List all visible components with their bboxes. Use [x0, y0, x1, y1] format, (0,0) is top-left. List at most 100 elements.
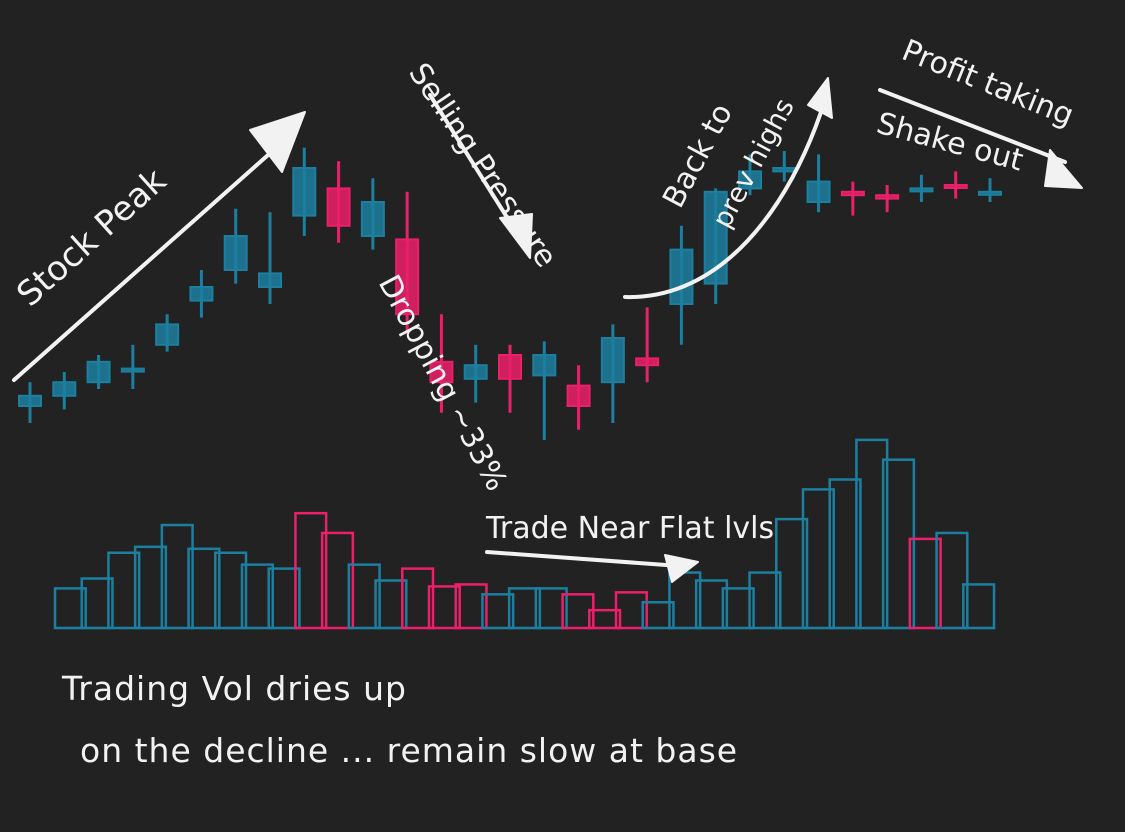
candle-body — [155, 323, 180, 346]
candle-body — [189, 286, 214, 302]
volume-bar — [240, 563, 274, 630]
candle-body — [120, 367, 145, 373]
candle-body — [840, 190, 865, 197]
volume-bar — [775, 517, 809, 630]
candle — [155, 314, 180, 352]
volume-bar — [427, 585, 461, 630]
candle — [978, 178, 1002, 202]
volume-bar — [588, 608, 622, 630]
candle — [52, 372, 77, 410]
candle — [18, 382, 42, 423]
candle — [498, 344, 522, 413]
candlestick-chart — [18, 147, 1002, 440]
volume-bar — [80, 577, 114, 630]
volume-bar — [507, 587, 542, 630]
candle — [258, 212, 282, 304]
arrow-trade-flat-head — [664, 554, 699, 583]
candle-body — [738, 170, 762, 190]
candle — [566, 365, 591, 430]
arrow-profit-taking-head — [1044, 149, 1083, 189]
candle-body — [875, 194, 900, 200]
volume-bar — [828, 478, 862, 630]
candle — [840, 181, 865, 216]
volume-bar — [133, 545, 168, 630]
candle-body — [395, 238, 420, 316]
candle — [600, 324, 625, 423]
candle-body — [772, 167, 797, 173]
candle-body — [52, 381, 77, 397]
volume-bar — [694, 579, 729, 630]
candle — [635, 307, 660, 383]
candle — [429, 314, 454, 413]
volume-bar — [962, 583, 996, 630]
candle-body — [943, 184, 968, 189]
candle-body — [978, 190, 1002, 196]
arrow-selling-pressure-head — [499, 213, 533, 259]
volume-bar — [721, 587, 755, 630]
candle — [86, 355, 111, 389]
arrow-stock-peak — [12, 111, 306, 382]
volume-bar — [801, 488, 835, 630]
volume-bar — [160, 523, 194, 630]
candle — [360, 178, 385, 250]
arrow-profit-taking — [878, 88, 1083, 189]
candle — [875, 185, 900, 213]
volume-bar — [748, 571, 782, 630]
candle-body — [703, 190, 728, 285]
arrow-back-to-highs-line — [623, 98, 827, 300]
volume-bar — [534, 587, 568, 630]
volume-bar — [294, 511, 328, 630]
arrow-trade-flat-line — [485, 550, 682, 568]
volume-bar — [908, 537, 942, 630]
candle-body — [86, 360, 111, 384]
volume-bar — [320, 531, 355, 630]
candle — [326, 161, 351, 243]
volume-bar — [641, 601, 675, 630]
caption-line-1: Trading Vol dries up — [61, 669, 407, 708]
candle-body — [600, 337, 625, 384]
candle — [463, 344, 488, 403]
volume-bar — [454, 583, 488, 630]
arrow-stock-peak-head — [249, 111, 306, 173]
candle — [703, 188, 728, 304]
arrow-selling-pressure-line — [428, 93, 522, 240]
volume-bar — [401, 567, 435, 630]
volume-bar — [881, 458, 916, 630]
candle-body — [806, 180, 831, 204]
arrow-stock-peak-line — [12, 138, 287, 382]
candle-body — [498, 354, 522, 380]
candle-body — [909, 187, 934, 193]
candle-body — [532, 354, 557, 377]
volume-bar — [855, 438, 889, 630]
candle — [806, 154, 831, 213]
volume-bar — [374, 579, 408, 630]
volume-bar — [107, 551, 141, 630]
candle — [120, 344, 145, 389]
arrow-trade-flat — [485, 550, 699, 583]
candle — [943, 171, 968, 199]
arrow-profit-taking-line — [878, 88, 1067, 164]
volume-bar — [214, 551, 248, 630]
candle-body — [360, 201, 385, 237]
candle — [738, 154, 762, 196]
candle — [395, 191, 420, 335]
candle-body — [566, 384, 591, 408]
candle — [189, 270, 214, 318]
candle-body — [669, 248, 694, 306]
arrow-selling-pressure — [428, 93, 533, 259]
volume-bar — [347, 563, 381, 630]
volume-bar — [481, 593, 515, 630]
candle — [223, 208, 248, 284]
candle — [292, 147, 317, 236]
candle-body — [292, 167, 317, 217]
candle-body — [635, 357, 660, 367]
candle — [532, 341, 557, 440]
volume-bar — [53, 587, 87, 630]
volume-bar — [935, 531, 969, 630]
candle — [909, 174, 934, 202]
volume-bar — [187, 547, 221, 630]
volume-bar — [267, 567, 301, 630]
arrow-back-to-highs-head — [807, 77, 833, 119]
